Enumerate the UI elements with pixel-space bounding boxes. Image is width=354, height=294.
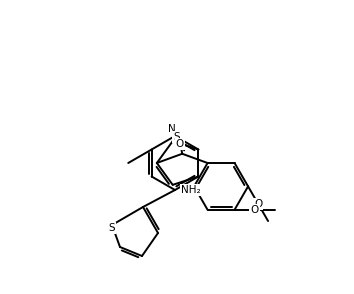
Text: O: O (176, 139, 184, 149)
Text: S: S (173, 132, 180, 142)
Text: O: O (250, 205, 259, 215)
Text: O: O (254, 199, 262, 209)
Text: N: N (168, 124, 176, 134)
Text: S: S (109, 223, 115, 233)
Text: NH₂: NH₂ (181, 185, 200, 195)
